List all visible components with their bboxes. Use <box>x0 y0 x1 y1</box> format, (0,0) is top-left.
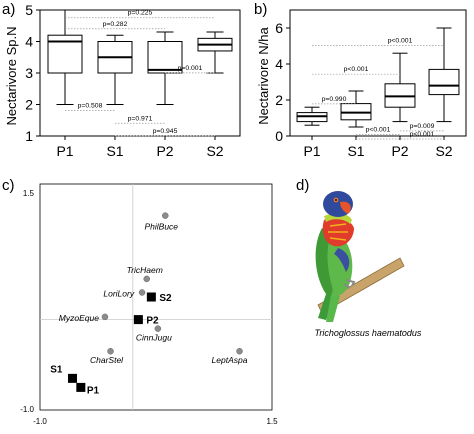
site-marker <box>133 315 143 325</box>
undefined-ytick-label: 5 <box>25 2 33 18</box>
site-marker <box>76 382 86 392</box>
species-label: LeptAspa <box>212 355 248 365</box>
undefined-p-value: p=0.282 <box>103 21 128 28</box>
c-ytick-label: -1.0 <box>20 405 34 414</box>
undefined-p-value: p<0.001 <box>366 127 391 134</box>
undefined-p-value: p=0.001 <box>178 65 203 72</box>
site-marker <box>67 373 77 383</box>
undefined-ytick-label: 3 <box>25 65 33 81</box>
undefined-p-value: p=0.508 <box>78 103 103 110</box>
c-xtick-label: 1.5 <box>266 417 278 426</box>
undefined-xtick-label: S1 <box>347 143 364 159</box>
undefined-p-value: p=0.225 <box>128 10 153 17</box>
species-point <box>143 275 150 283</box>
undefined-ytick-label: 1 <box>25 128 33 144</box>
c-ytick-label: 1.5 <box>23 189 35 198</box>
site-label: P1 <box>87 385 100 396</box>
species-label: MyzoEque <box>59 313 99 323</box>
species-label: CharStel <box>90 355 124 365</box>
undefined-xtick-label: S2 <box>206 143 223 159</box>
undefined-ytick-label: 0 <box>275 128 283 144</box>
undefined-xtick-label: S2 <box>435 143 452 159</box>
rainbow-lorikeet-illustration <box>315 191 405 322</box>
species-point <box>162 212 169 219</box>
undefined-p-value: p=0.009 <box>410 123 435 130</box>
undefined-xtick-label: P1 <box>56 143 73 159</box>
species-caption: Trichoglossus haematodus <box>315 328 422 338</box>
species-point <box>236 347 243 355</box>
undefined-p-value: p<0.001 <box>344 66 369 73</box>
undefined-xtick-label: P2 <box>391 143 408 159</box>
undefined-xtick-label: P1 <box>303 143 320 159</box>
undefined-p-value: p<0.001 <box>410 131 435 138</box>
species-label: LoriLory <box>103 288 134 298</box>
undefined-p-value: p<0.001 <box>388 37 413 44</box>
undefined-p-value: p=0.971 <box>128 115 153 122</box>
species-label: PhilBuce <box>144 222 178 232</box>
species-label: TricHaem <box>127 265 163 275</box>
site-label: S2 <box>159 293 172 304</box>
panel-label-d: d) <box>296 177 309 194</box>
plot-frame-b <box>289 9 467 137</box>
undefined-ytick-label: 2 <box>25 97 33 113</box>
site-marker <box>146 292 156 302</box>
undefined-ytick-label: 2 <box>275 92 283 108</box>
panel-label-a: a) <box>2 1 15 18</box>
site-label: S1 <box>50 364 63 375</box>
ylabel-a: Nectarivore Sp.N <box>4 27 19 126</box>
undefined-p-value: p=0.945 <box>153 128 178 135</box>
parrot-wing <box>315 228 333 296</box>
undefined-xtick-label: P2 <box>156 143 173 159</box>
species-point <box>138 289 146 296</box>
parrot-feet <box>343 279 356 289</box>
undefined-ytick-label: 4 <box>25 34 33 50</box>
species-point <box>101 313 109 321</box>
site-label: P2 <box>146 316 159 327</box>
species-point <box>154 325 162 332</box>
panel-label-b: b) <box>254 1 267 18</box>
ylabel-b: Nectarivore N/ha <box>256 26 271 124</box>
undefined-box <box>428 68 460 96</box>
c-xtick-label: -1.0 <box>33 417 47 426</box>
undefined-p-value: p=0.990 <box>322 96 347 103</box>
panel-label-c: c) <box>2 177 15 194</box>
undefined-box <box>147 41 183 74</box>
species-label: CinnJugu <box>136 333 172 343</box>
undefined-xtick-label: S1 <box>106 143 123 159</box>
species-point <box>107 347 114 355</box>
undefined-ytick-label: 4 <box>275 56 283 72</box>
undefined-ytick-label: 6 <box>275 20 283 36</box>
parrot-beak <box>340 201 351 214</box>
ordination-c: 1.5 -1.0 -1.0 1.5 PhilBuce TricHaem LoriLory My… <box>20 183 278 426</box>
plot-frame-c <box>39 183 273 411</box>
